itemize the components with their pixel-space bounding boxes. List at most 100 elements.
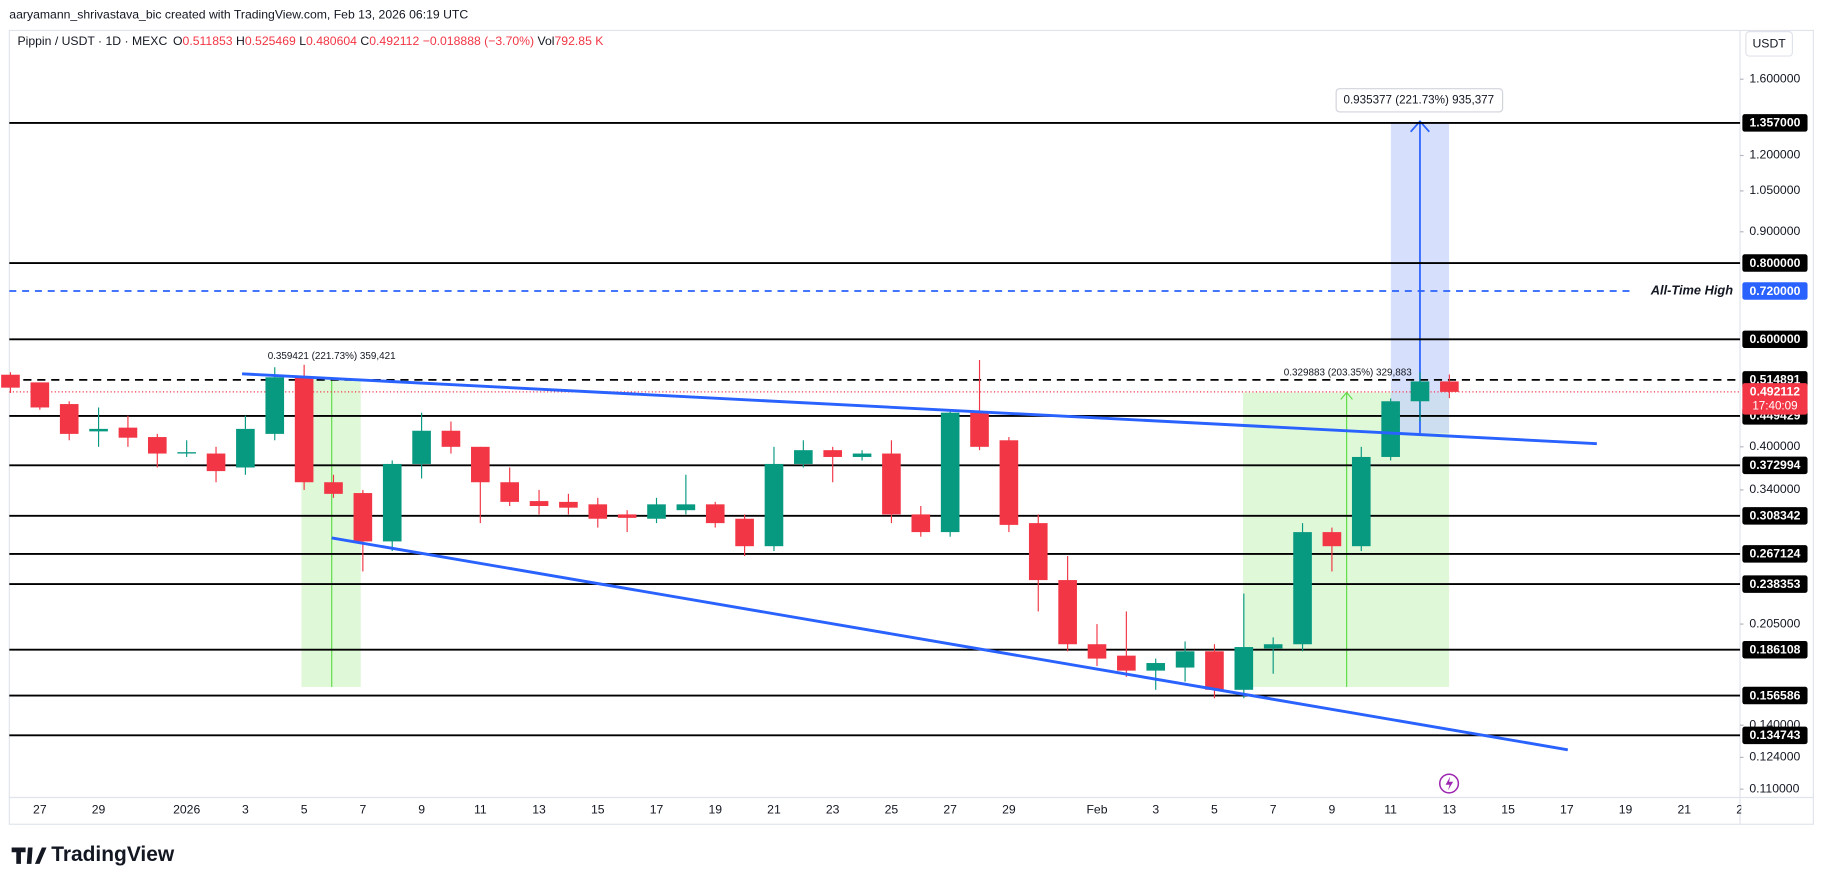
legend-value: 792.85 K (555, 34, 605, 48)
x-tick-label: Feb (1086, 803, 1107, 817)
x-tick-label: 7 (359, 803, 366, 817)
candle-body (970, 412, 989, 447)
currency-label[interactable]: USDT (1752, 37, 1786, 51)
x-tick-label: 15 (591, 803, 605, 817)
x-tick-label: 21 (1677, 803, 1691, 817)
candle-body (324, 482, 343, 494)
x-tick-label: 23 (826, 803, 840, 817)
candle-body (500, 482, 519, 502)
y-tick-label: 0.110000 (1749, 781, 1799, 795)
candle-body (177, 452, 196, 454)
candle-body (30, 382, 50, 408)
x-tick-label: 19 (708, 803, 722, 817)
credit: aaryamann_shrivastava_bic created with T… (9, 8, 468, 22)
candle-body (1410, 381, 1430, 402)
candle-body (147, 437, 167, 454)
legend-key: H (236, 34, 245, 48)
currency-button[interactable] (1745, 31, 1793, 57)
legend-value: 0.525469 (245, 34, 296, 48)
level-label: 1.357000 (1749, 116, 1800, 130)
level-badge (1742, 456, 1808, 475)
candle-body (412, 430, 431, 464)
candle-body (823, 450, 843, 457)
symbol-legend: Pippin / USDT · 1D · MEXC O0.511853 H0.5… (17, 34, 604, 48)
candle-body (206, 453, 226, 472)
candle-body (852, 453, 872, 457)
x-tick-label: 2026 (173, 803, 200, 817)
x-tick-label: 13 (1443, 803, 1457, 817)
level-label: 0.186108 (1749, 643, 1800, 657)
candle-body (676, 504, 696, 511)
x-tick-label: 17 (650, 803, 664, 817)
candle-body (265, 377, 285, 434)
candle-body (1058, 580, 1077, 645)
candles (1, 359, 1459, 699)
y-tick-label: 1.600000 (1749, 71, 1800, 85)
x-tick-label: 27 (943, 803, 957, 817)
chart-frame (8, 29, 1814, 825)
x-tick-label: 25 (885, 803, 899, 817)
x-tick-label: 27 (33, 803, 47, 817)
x-tick-label: 3 (242, 803, 249, 817)
measure-arrowhead (1340, 391, 1353, 400)
x-tick-label: 9 (1329, 803, 1336, 817)
candle-body (735, 518, 754, 547)
y-tick-label: 0.124000 (1749, 750, 1800, 764)
candle-body (1381, 401, 1400, 457)
candle-body (1351, 456, 1371, 547)
candle-body (1117, 655, 1136, 671)
last-price-label: 0.492112 (1750, 385, 1800, 399)
candle-body (59, 404, 79, 434)
measure-label: 0.935377 (221.73%) 935,377 (1343, 93, 1494, 106)
candle-body (1146, 663, 1166, 671)
candle-body (529, 501, 549, 506)
ath-badge (1742, 282, 1808, 300)
level-badge (1742, 254, 1808, 272)
candle-body (294, 377, 314, 483)
level-label: 0.238353 (1749, 577, 1800, 591)
y-tick-label: 0.205000 (1749, 616, 1800, 630)
candle-body (1322, 532, 1342, 547)
x-tick-label: 19 (1619, 803, 1633, 817)
level-badge (1742, 726, 1808, 745)
candle-body (559, 501, 578, 508)
candle-body (382, 463, 402, 542)
x-tick-label: 7 (1270, 803, 1277, 817)
level-badge (1742, 575, 1808, 593)
y-tick-label: 0.900000 (1749, 224, 1800, 238)
legend-key: O (173, 34, 183, 48)
candle-body (1234, 647, 1254, 690)
candle-body (764, 463, 784, 547)
x-tick-label: 3 (1152, 803, 1159, 817)
candle-body (1263, 644, 1283, 649)
ath-label: 0.720000 (1749, 284, 1800, 298)
alert-bolt (1445, 776, 1454, 791)
level-badge (1742, 507, 1808, 525)
y-tick-label: 1.200000 (1749, 148, 1800, 162)
level-badge (1742, 686, 1808, 705)
candle-body (353, 493, 373, 542)
level-label: 0.800000 (1749, 256, 1800, 270)
y-tick-label: 0.340000 (1749, 482, 1800, 496)
ath-text: All-Time High (1650, 282, 1733, 297)
measure-label: 0.359421 (221.73%) 359,421 (268, 351, 396, 362)
candle-body (705, 504, 725, 524)
y-tick-label: 0.400000 (1749, 439, 1800, 453)
candle-body (1175, 651, 1195, 668)
level-label: 0.156586 (1749, 688, 1800, 702)
candle-body (617, 514, 637, 518)
y-tick-label: 1.050000 (1749, 183, 1800, 197)
x-tick-label: 29 (1002, 803, 1016, 817)
x-tick-label: 15 (1501, 803, 1515, 817)
brand-logo (11, 847, 47, 864)
x-tick-label: 9 (418, 803, 425, 817)
legend-value: 0.492112 (369, 34, 419, 48)
x-tick-label: 5 (301, 803, 308, 817)
level-badge (1742, 640, 1808, 659)
legend-key: C (360, 34, 369, 48)
candle-body (118, 427, 138, 438)
x-tick-label: 23 (1736, 803, 1750, 817)
level-badge (1742, 330, 1808, 349)
x-tick-label: 11 (1384, 803, 1397, 817)
